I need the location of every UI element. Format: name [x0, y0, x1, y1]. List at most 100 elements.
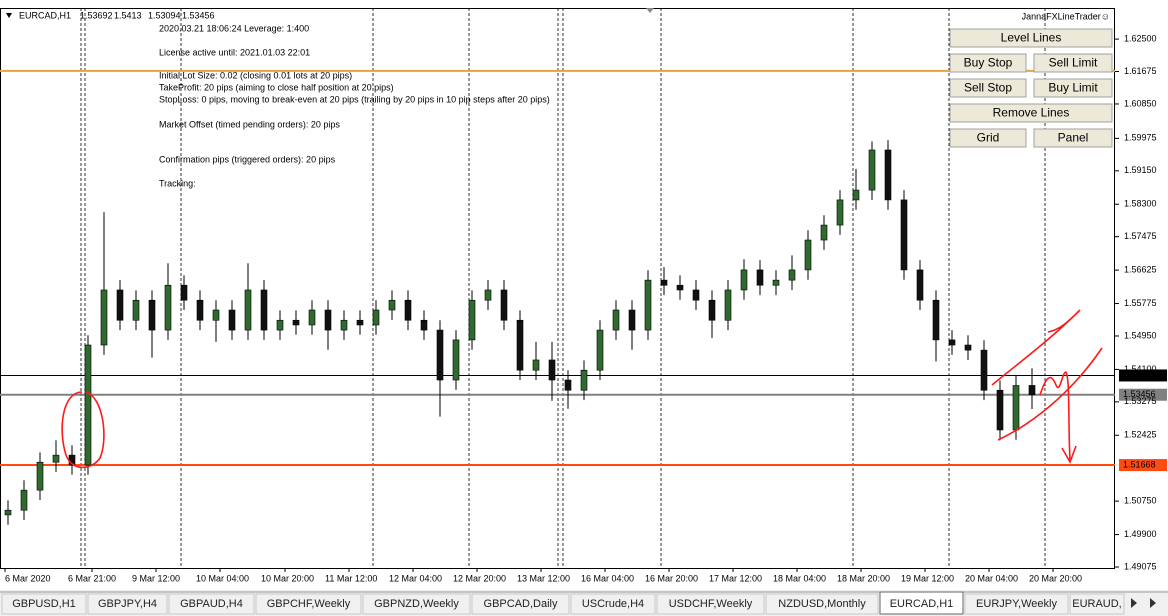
- tab[interactable]: EURJPY,Weekly: [964, 593, 1069, 615]
- tab[interactable]: USCrude,H4: [570, 593, 656, 615]
- tab[interactable]: GBPCAD,Daily: [471, 593, 570, 615]
- tab-face[interactable]: [964, 593, 1069, 615]
- candle-body: [500, 289, 508, 321]
- menu-arrow[interactable]: [6, 13, 12, 18]
- button-label[interactable]: Sell Stop: [964, 81, 1012, 95]
- panel-button[interactable]: Level Lines: [949, 28, 1113, 48]
- tab-face[interactable]: [1069, 593, 1125, 615]
- button-face[interactable]: [949, 103, 1113, 123]
- tab-scroll-arrows[interactable]: [1131, 598, 1156, 608]
- tab[interactable]: NZDUSD,Monthly: [765, 593, 879, 615]
- tab-face[interactable]: [765, 593, 879, 615]
- annotation-circle: [61, 391, 105, 469]
- tab-label[interactable]: EURJPY,Weekly: [976, 598, 1057, 610]
- button-face[interactable]: [1033, 128, 1113, 148]
- x-tick-label: 18 Mar 20:00: [837, 573, 890, 583]
- hand-annotations: [61, 309, 1103, 469]
- tab-label[interactable]: NZDUSD,Monthly: [778, 598, 866, 610]
- tab-face[interactable]: [471, 593, 570, 615]
- tab[interactable]: GBPJPY,H4: [87, 593, 168, 615]
- tab-face[interactable]: [570, 593, 656, 615]
- tab[interactable]: GBPAUD,H4: [168, 593, 255, 615]
- tab-label[interactable]: GBPCAD,Daily: [484, 598, 558, 610]
- button-face[interactable]: [949, 78, 1027, 98]
- tab-face[interactable]: [255, 593, 362, 615]
- tab-label[interactable]: GBPNZD,Weekly: [374, 598, 459, 610]
- panel-button[interactable]: Panel: [1033, 128, 1113, 148]
- candle-body: [36, 461, 44, 491]
- candle-body: [212, 309, 220, 321]
- tab-label[interactable]: USCrude,H4: [582, 598, 644, 610]
- candle-body: [260, 289, 268, 331]
- panel-button[interactable]: Grid: [949, 128, 1027, 148]
- y-tick-label: 1.57475: [1124, 231, 1157, 241]
- button-label[interactable]: Remove Lines: [993, 106, 1070, 120]
- candle-body: [308, 309, 316, 326]
- panel-button[interactable]: Buy Limit: [1033, 78, 1113, 98]
- tab[interactable]: GBPCHF,Weekly: [255, 593, 362, 615]
- candle-body: [868, 149, 876, 191]
- button-label[interactable]: Sell Limit: [1049, 56, 1098, 70]
- candle-body: [1012, 385, 1020, 431]
- y-tick-label: 1.50750: [1124, 496, 1157, 506]
- tab-face[interactable]: [168, 593, 255, 615]
- level-price-label: 1.51668: [1123, 459, 1156, 469]
- tab-face[interactable]: [87, 593, 168, 615]
- candle-body: [788, 269, 796, 281]
- level-price-label: 1.53946: [1123, 370, 1156, 380]
- tab-label[interactable]: USDCHF,Weekly: [669, 598, 753, 610]
- button-label[interactable]: Panel: [1058, 131, 1089, 145]
- tab-face[interactable]: [1, 593, 87, 615]
- button-face[interactable]: [949, 28, 1113, 48]
- candle-body: [292, 319, 300, 326]
- x-tick-label: 9 Mar 12:00: [132, 573, 180, 583]
- candle-body: [388, 299, 396, 311]
- candle-body: [484, 289, 492, 301]
- button-face[interactable]: [949, 53, 1027, 73]
- tab[interactable]: USDCHF,Weekly: [656, 593, 765, 615]
- button-face[interactable]: [949, 128, 1027, 148]
- panel-button[interactable]: Sell Stop: [949, 78, 1027, 98]
- x-tick-label: 20 Mar 20:00: [1029, 573, 1082, 583]
- tab-label[interactable]: GBPUSD,H1: [12, 598, 76, 610]
- candle-body: [20, 489, 28, 511]
- tab[interactable]: EURAUD,: [1069, 593, 1125, 615]
- tab-face[interactable]: [879, 591, 964, 615]
- button-label[interactable]: Grid: [977, 131, 1000, 145]
- button-face[interactable]: [1033, 78, 1113, 98]
- candle-body: [932, 299, 940, 341]
- x-tick-label: 16 Mar 04:00: [581, 573, 634, 583]
- tab[interactable]: GBPUSD,H1: [1, 593, 87, 615]
- y-tick-label: 1.60850: [1124, 98, 1157, 108]
- candle-body: [964, 344, 972, 351]
- button-label[interactable]: Buy Limit: [1048, 81, 1098, 95]
- panel-title: JannaFXLineTrader☺: [1022, 11, 1110, 21]
- tab-label[interactable]: GBPAUD,H4: [180, 598, 243, 610]
- tab[interactable]: GBPNZD,Weekly: [362, 593, 471, 615]
- candle-body: [420, 319, 428, 331]
- panel-button[interactable]: Sell Limit: [1033, 53, 1113, 73]
- panel-button[interactable]: Buy Stop: [949, 53, 1027, 73]
- symbol-title: EURCAD,H1: [19, 10, 71, 20]
- candle-body: [756, 269, 764, 286]
- candle-body: [612, 309, 620, 331]
- tab-label[interactable]: EURAUD,: [1072, 598, 1122, 610]
- tab-face[interactable]: [656, 593, 765, 615]
- button-face[interactable]: [1033, 53, 1113, 73]
- candle-body: [532, 359, 540, 371]
- tab-face[interactable]: [362, 593, 471, 615]
- candle-body: [196, 299, 204, 321]
- annotation-channel-top: [991, 309, 1081, 386]
- info-line: License active until: 2021.01.03 22:01: [159, 47, 310, 57]
- x-tick-label: 10 Mar 20:00: [261, 573, 314, 583]
- button-label[interactable]: Level Lines: [1001, 31, 1062, 45]
- tab-label[interactable]: GBPJPY,H4: [98, 598, 157, 610]
- button-label[interactable]: Buy Stop: [964, 56, 1013, 70]
- info-line: 2020.03.21 18:06:24 Leverage: 1:400: [159, 23, 309, 33]
- candle-body: [948, 339, 956, 346]
- tab-label[interactable]: GBPCHF,Weekly: [267, 598, 351, 610]
- panel-button[interactable]: Remove Lines: [949, 103, 1113, 123]
- tab[interactable]: EURCAD,H1: [879, 591, 964, 615]
- tab-label[interactable]: EURCAD,H1: [890, 598, 954, 610]
